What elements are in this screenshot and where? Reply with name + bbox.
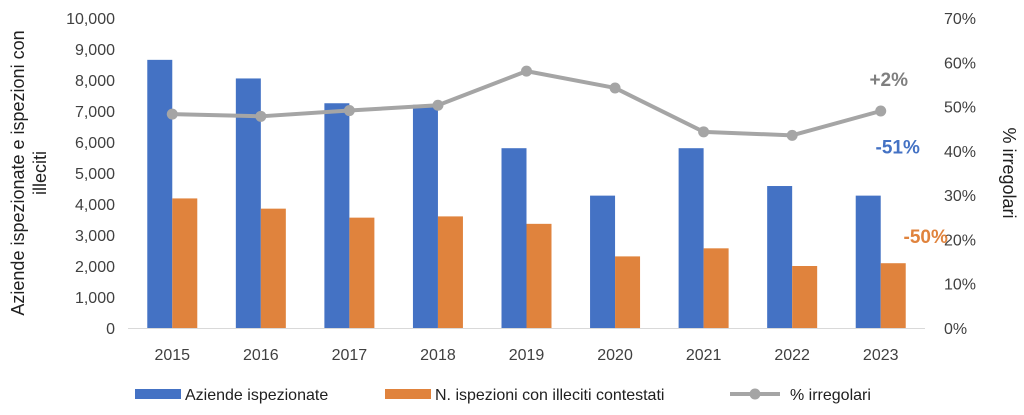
x-tick-label: 2023 — [863, 347, 899, 364]
bars — [147, 59, 906, 328]
line-irregolari — [172, 69, 882, 138]
y-tick-label: 9,000 — [75, 42, 115, 59]
bar-aziende-ispezionate — [501, 148, 527, 328]
y2-axis-ticks: 0% 10% 20% 30% 40% 50% 60% 70% — [944, 11, 976, 338]
y2-tick-label: 10% — [944, 277, 976, 294]
bar-ispezioni-illeciti — [526, 223, 552, 328]
y-tick-label: 2,000 — [75, 259, 115, 276]
bar-aziende-ispezionate — [147, 59, 173, 328]
y2-axis-title: % irregolari — [999, 127, 1019, 218]
y2-tick-label: 20% — [944, 232, 976, 249]
line-point — [698, 126, 710, 138]
line-point — [609, 82, 621, 94]
line-point — [166, 108, 178, 120]
bar-ispezioni-illeciti — [260, 208, 286, 328]
y-tick-label: 4,000 — [75, 197, 115, 214]
y2-tick-label: 70% — [944, 11, 976, 28]
bar-ispezioni-illeciti — [172, 198, 198, 328]
y-tick-label: 1,000 — [75, 290, 115, 307]
bar-ispezioni-illeciti — [792, 266, 818, 328]
annotation-label: -50% — [904, 227, 948, 248]
x-tick-label: 2022 — [774, 347, 810, 364]
bar-ispezioni-illeciti — [615, 256, 641, 328]
y-tick-label: 5,000 — [75, 166, 115, 183]
y-tick-label: 10,000 — [66, 11, 115, 28]
line-point — [786, 129, 798, 141]
bar-aziende-ispezionate — [678, 148, 704, 328]
line-point — [521, 65, 532, 77]
y2-tick-label: 60% — [944, 55, 976, 72]
x-tick-label: 2018 — [420, 347, 456, 364]
x-tick-label: 2020 — [597, 347, 633, 364]
y2-tick-label: 30% — [944, 188, 976, 205]
legend-swatch — [135, 389, 181, 399]
x-axis-ticks: 2015 2016 2017 2018 2019 2020 2021 2022 2023 — [154, 347, 898, 364]
y-tick-label: 0 — [106, 321, 115, 338]
line-point — [343, 105, 355, 117]
y2-tick-label: 50% — [944, 100, 976, 117]
y2-tick-label: 40% — [944, 144, 976, 161]
y-axis-ticks: 0 1,000 2,000 3,000 4,000 5,000 6,000 7,000 8,00… — [66, 11, 115, 338]
x-tick-label: 2021 — [686, 347, 722, 364]
y-tick-label: 6,000 — [75, 135, 115, 152]
y-axis-title-line: illeciti — [30, 151, 50, 195]
annotation-label: -51% — [876, 138, 920, 159]
x-tick-label: 2016 — [243, 347, 279, 364]
y-tick-label: 8,000 — [75, 73, 115, 90]
legend: Aziende ispezionate N. ispezioni con ille… — [135, 387, 871, 404]
bar-ispezioni-illeciti — [437, 216, 463, 328]
x-tick-label: 2015 — [154, 347, 190, 364]
legend-swatch — [385, 389, 431, 399]
bar-aziende-ispezionate — [767, 186, 793, 328]
bar-aziende-ispezionate — [235, 78, 261, 328]
line-series — [166, 65, 887, 141]
bar-aziende-ispezionate — [855, 195, 881, 328]
legend-label: N. ispezioni con illeciti contestati — [435, 387, 664, 404]
annotation-label: +2% — [869, 70, 908, 91]
bar-ispezioni-illeciti — [349, 217, 375, 328]
x-tick-label: 2017 — [332, 347, 368, 364]
line-point — [255, 110, 267, 122]
legend-swatch-marker — [749, 388, 761, 400]
y-tick-label: 7,000 — [75, 104, 115, 121]
x-tick-label: 2019 — [509, 347, 545, 364]
y-axis-title: Aziende ispezionate e ispezioni con illec… — [8, 30, 50, 315]
y2-tick-label: 0% — [944, 321, 967, 338]
line-point — [875, 105, 887, 117]
legend-label: % irregolari — [790, 387, 871, 404]
bar-ispezioni-illeciti — [880, 263, 906, 328]
annotations: +2% -51% -50% — [869, 70, 948, 248]
y-tick-label: 3,000 — [75, 228, 115, 245]
bar-aziende-ispezionate — [412, 104, 438, 328]
bar-ispezioni-illeciti — [703, 248, 729, 328]
bar-aziende-ispezionate — [324, 103, 350, 328]
bar-aziende-ispezionate — [590, 195, 616, 328]
legend-label: Aziende ispezionate — [185, 387, 328, 404]
y-axis-title-line: Aziende ispezionate e ispezioni con — [8, 30, 28, 315]
line-point — [432, 99, 444, 111]
